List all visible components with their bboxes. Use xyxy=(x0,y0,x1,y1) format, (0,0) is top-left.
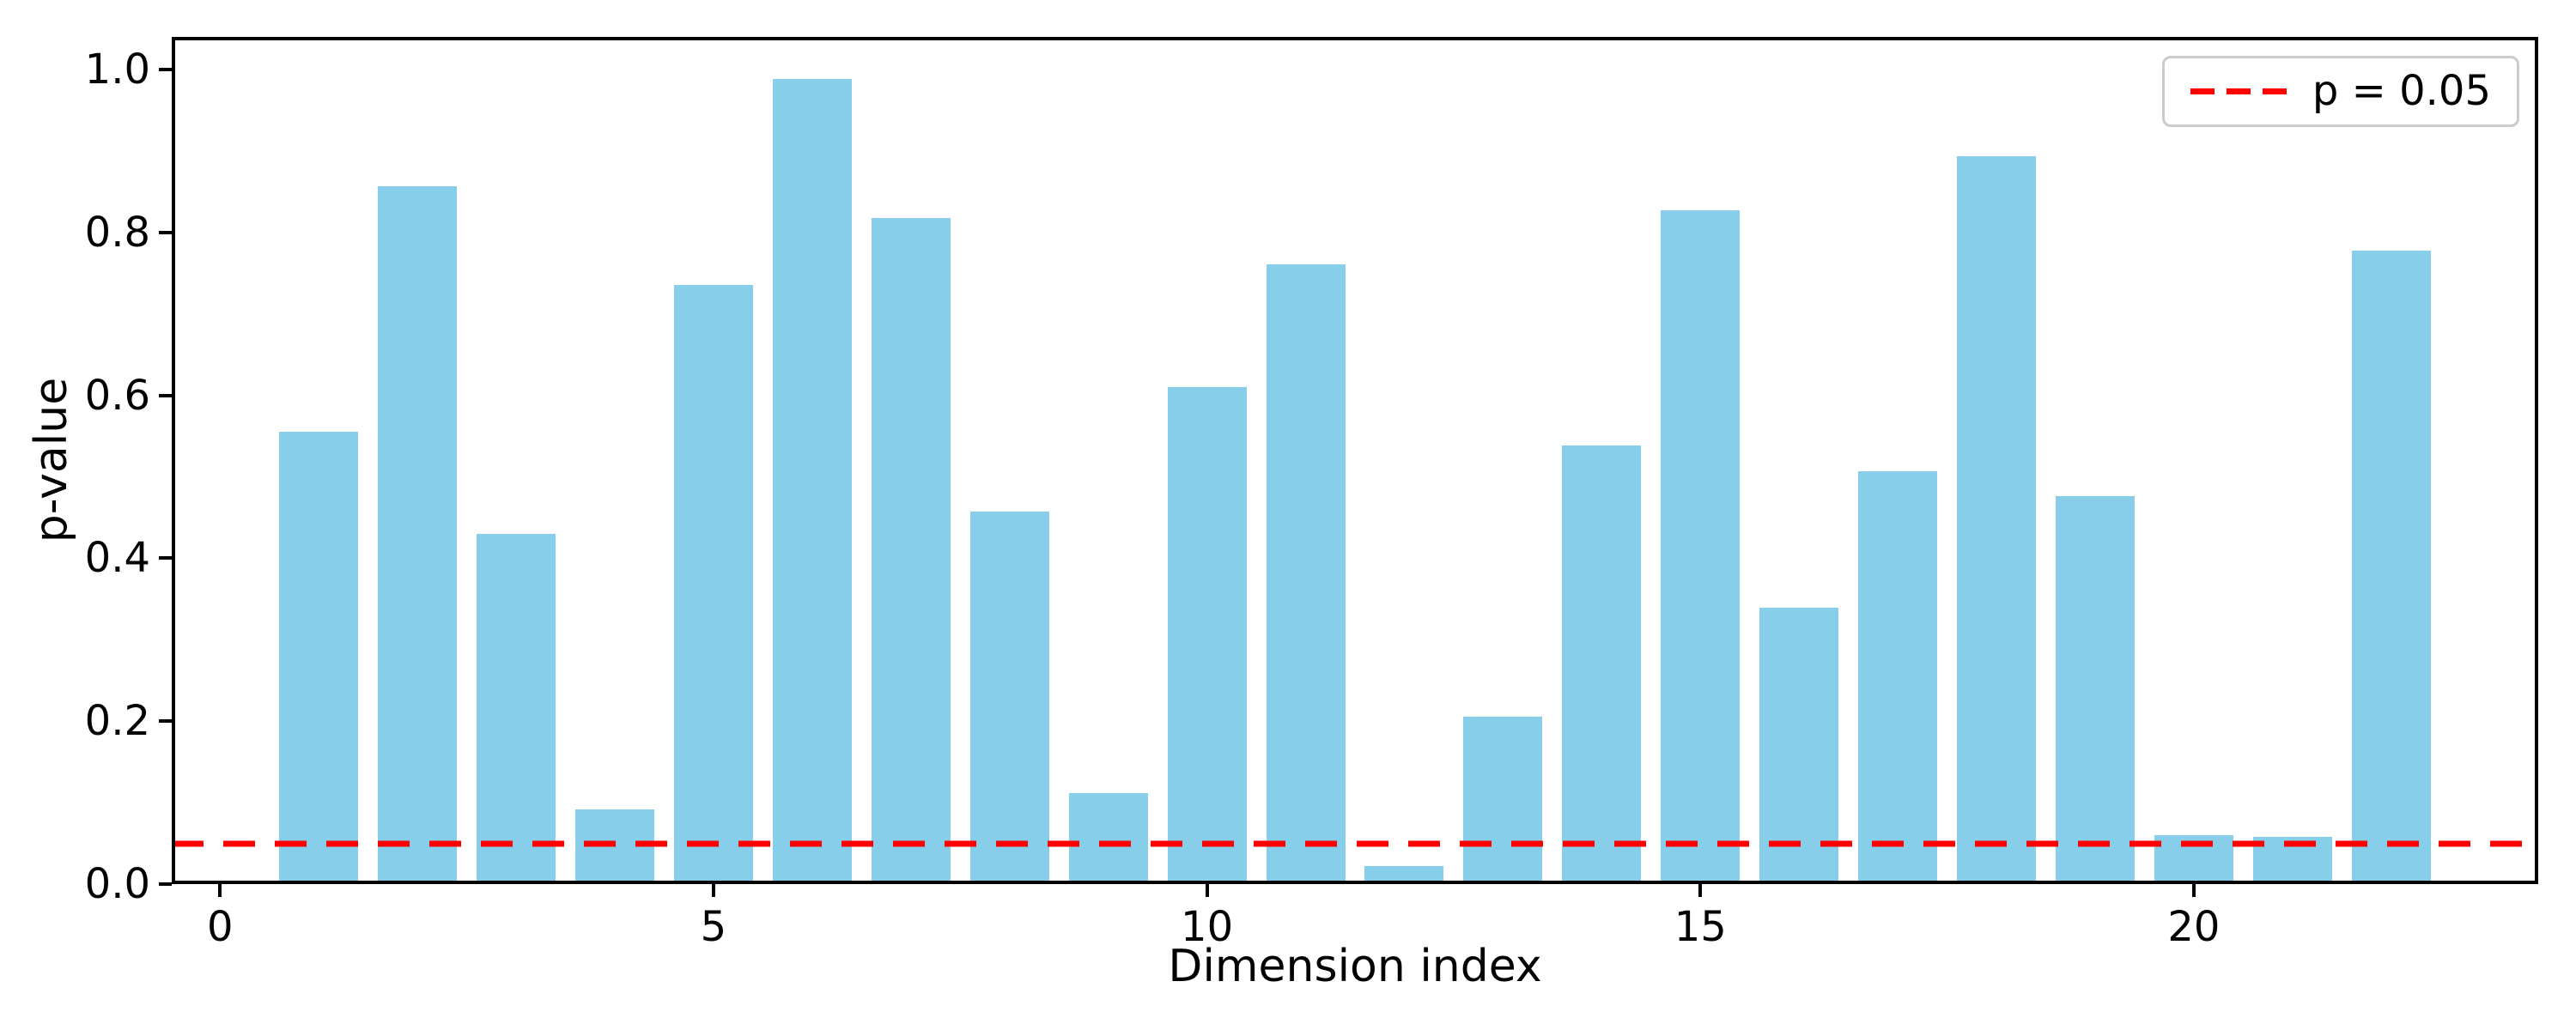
bar-dimension-14 xyxy=(1562,445,1642,884)
x-tick-label-5: 5 xyxy=(700,903,727,951)
x-axis-label: Dimension index xyxy=(1168,941,1542,992)
bar-dimension-1 xyxy=(279,432,359,884)
y-tick-label-1.0: 1.0 xyxy=(84,45,150,94)
y-tick-label-0.6: 0.6 xyxy=(84,371,150,420)
bar-dimension-22 xyxy=(2351,250,2431,884)
x-tick-label-0: 0 xyxy=(207,903,234,951)
bar-dimension-16 xyxy=(1759,608,1839,884)
y-tick-mark-0.2 xyxy=(159,719,172,724)
bar-dimension-5 xyxy=(673,285,753,884)
y-axis-label: p-value xyxy=(26,377,77,543)
y-tick-label-0.4: 0.4 xyxy=(84,534,150,583)
bar-dimension-13 xyxy=(1463,716,1543,884)
x-tick-mark-10 xyxy=(1205,884,1209,897)
legend-label: p = 0.05 xyxy=(2312,67,2491,115)
bar-dimension-6 xyxy=(772,79,852,884)
y-tick-mark-0.0 xyxy=(159,882,172,886)
bar-dimension-12 xyxy=(1364,866,1444,884)
bar-dimension-10 xyxy=(1167,387,1247,884)
plot-area: p = 0.05 xyxy=(172,37,2538,884)
bar-dimension-19 xyxy=(2055,496,2135,884)
y-tick-label-0.0: 0.0 xyxy=(84,860,150,908)
x-tick-label-10: 10 xyxy=(1181,903,1234,951)
x-tick-mark-20 xyxy=(2191,884,2196,897)
bar-dimension-17 xyxy=(1858,470,1938,884)
y-tick-mark-0.6 xyxy=(159,393,172,397)
x-tick-mark-5 xyxy=(711,884,715,897)
legend-dashed-line-icon xyxy=(2190,88,2287,94)
y-tick-mark-1.0 xyxy=(159,67,172,71)
y-tick-label-0.2: 0.2 xyxy=(84,697,150,746)
bar-dimension-3 xyxy=(477,533,556,884)
x-tick-mark-0 xyxy=(218,884,222,897)
bar-dimension-4 xyxy=(575,809,654,884)
x-tick-mark-15 xyxy=(1698,884,1703,897)
y-tick-mark-0.4 xyxy=(159,556,172,560)
legend: p = 0.05 xyxy=(2161,56,2519,127)
y-tick-mark-0.8 xyxy=(159,230,172,234)
threshold-line xyxy=(172,840,2538,847)
bar-dimension-7 xyxy=(871,217,951,884)
bar-dimension-15 xyxy=(1661,210,1741,884)
bar-dimension-18 xyxy=(1957,155,2036,884)
x-tick-label-20: 20 xyxy=(2167,903,2221,951)
x-tick-label-15: 15 xyxy=(1674,903,1727,951)
bar-dimension-2 xyxy=(378,185,458,884)
y-tick-label-0.8: 0.8 xyxy=(84,208,150,257)
bar-dimension-9 xyxy=(1068,792,1148,884)
bar-dimension-11 xyxy=(1266,264,1346,884)
bar-dimension-8 xyxy=(969,512,1049,884)
